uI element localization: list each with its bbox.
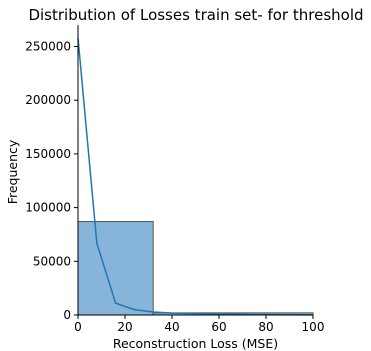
y-axis-label: Frequency — [5, 139, 20, 204]
y-tick-label: 100000 — [25, 201, 71, 215]
chart-title: Distribution of Losses train set- for th… — [28, 6, 363, 24]
y-ticks: 0 50000 100000 150000 200000 250000 — [25, 39, 78, 322]
y-tick-label: 250000 — [25, 39, 71, 53]
histogram-bar — [77, 221, 154, 316]
y-tick-label: 150000 — [25, 147, 71, 161]
x-tick-label: 40 — [164, 320, 179, 334]
x-tick-label: 20 — [117, 320, 132, 334]
x-axis-label: Reconstruction Loss (MSE) — [113, 336, 278, 351]
y-tick-label: 200000 — [25, 93, 71, 107]
x-tick-label: 0 — [74, 320, 82, 334]
histogram-bars — [77, 221, 314, 316]
y-tick-label: 0 — [63, 308, 71, 322]
x-tick-label: 60 — [211, 320, 226, 334]
x-tick-label: 100 — [302, 320, 325, 334]
x-tick-label: 80 — [258, 320, 273, 334]
y-tick-label: 50000 — [33, 254, 71, 268]
x-ticks: 0 20 40 60 80 100 — [74, 315, 324, 334]
